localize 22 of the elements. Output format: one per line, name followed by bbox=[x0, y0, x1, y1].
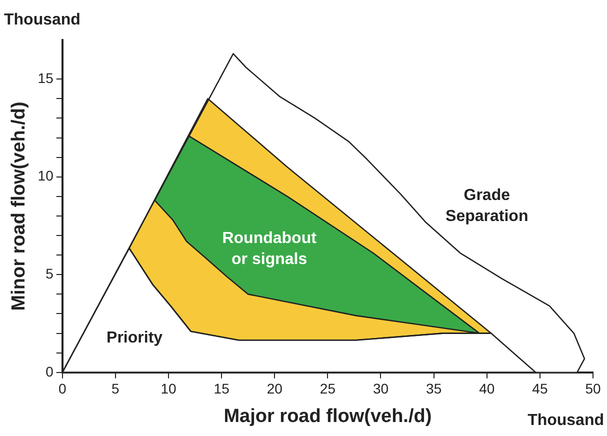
x-tick-label: 50 bbox=[585, 380, 601, 397]
y-tick-label: 10 bbox=[38, 168, 54, 184]
x-tick-label: 35 bbox=[426, 380, 442, 397]
x-tick-label: 5 bbox=[112, 380, 120, 397]
annotation: Priority bbox=[106, 330, 163, 347]
x-axis-title: Major road flow(veh./d) bbox=[224, 406, 432, 427]
y-axis-title: Minor road flow(veh./d) bbox=[8, 102, 30, 311]
x-tick-label: 20 bbox=[266, 380, 283, 397]
x-tick-label: 0 bbox=[58, 380, 66, 397]
x-tick-label: 25 bbox=[320, 380, 336, 397]
annotation: Grade Separation bbox=[446, 187, 528, 226]
x-tick-label: 45 bbox=[532, 380, 548, 397]
text: Thousand bbox=[528, 412, 604, 429]
text: Thousand bbox=[4, 11, 80, 28]
x-tick-label: 15 bbox=[214, 380, 230, 397]
x-tick-label: 40 bbox=[479, 380, 495, 397]
x-tick-label: 30 bbox=[372, 380, 389, 397]
y-tick-label: 15 bbox=[38, 70, 54, 86]
y-tick-label: 0 bbox=[46, 363, 54, 380]
y-tick-label: 5 bbox=[46, 265, 54, 282]
annotation: Roundabout or signals bbox=[222, 230, 318, 268]
x-tick-label: 10 bbox=[160, 380, 176, 397]
